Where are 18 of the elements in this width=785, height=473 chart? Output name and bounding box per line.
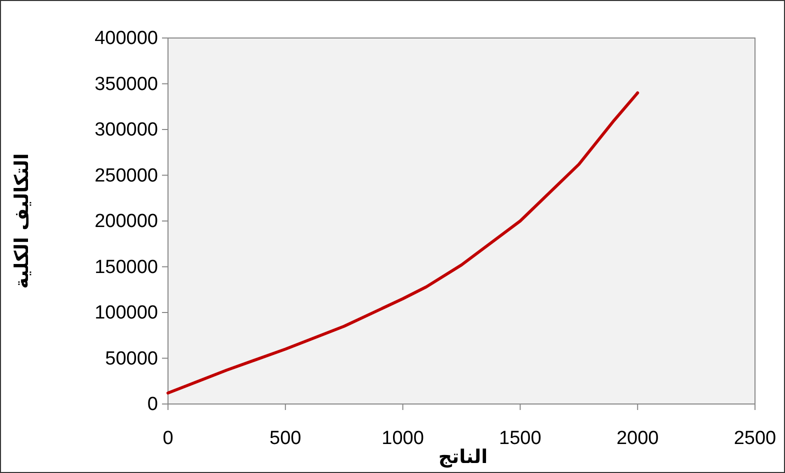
x-tick-label: 2500 [734,428,776,449]
x-tick-label: 1500 [499,428,542,449]
y-tick-label: 100000 [94,302,158,324]
x-tick-label: 2000 [616,428,659,449]
x-tick-label: 1000 [382,428,424,449]
y-tick-label: 250000 [94,165,158,186]
x-axis-title: الناتج [438,446,488,468]
y-tick-label: 350000 [94,74,158,95]
y-tick-label: 200000 [94,211,158,232]
y-tick-label: 150000 [94,256,158,278]
line-series [166,91,640,395]
x-tick-label: 500 [270,428,302,449]
y-tick-label: 50000 [105,348,158,370]
y-axis-title: التكاليف الكلية [11,153,33,289]
y-tick-label: 300000 [94,120,158,140]
y-tick-label: 0 [147,394,158,415]
y-tick-label: 400000 [94,28,158,49]
x-tick-label: 0 [162,428,174,449]
